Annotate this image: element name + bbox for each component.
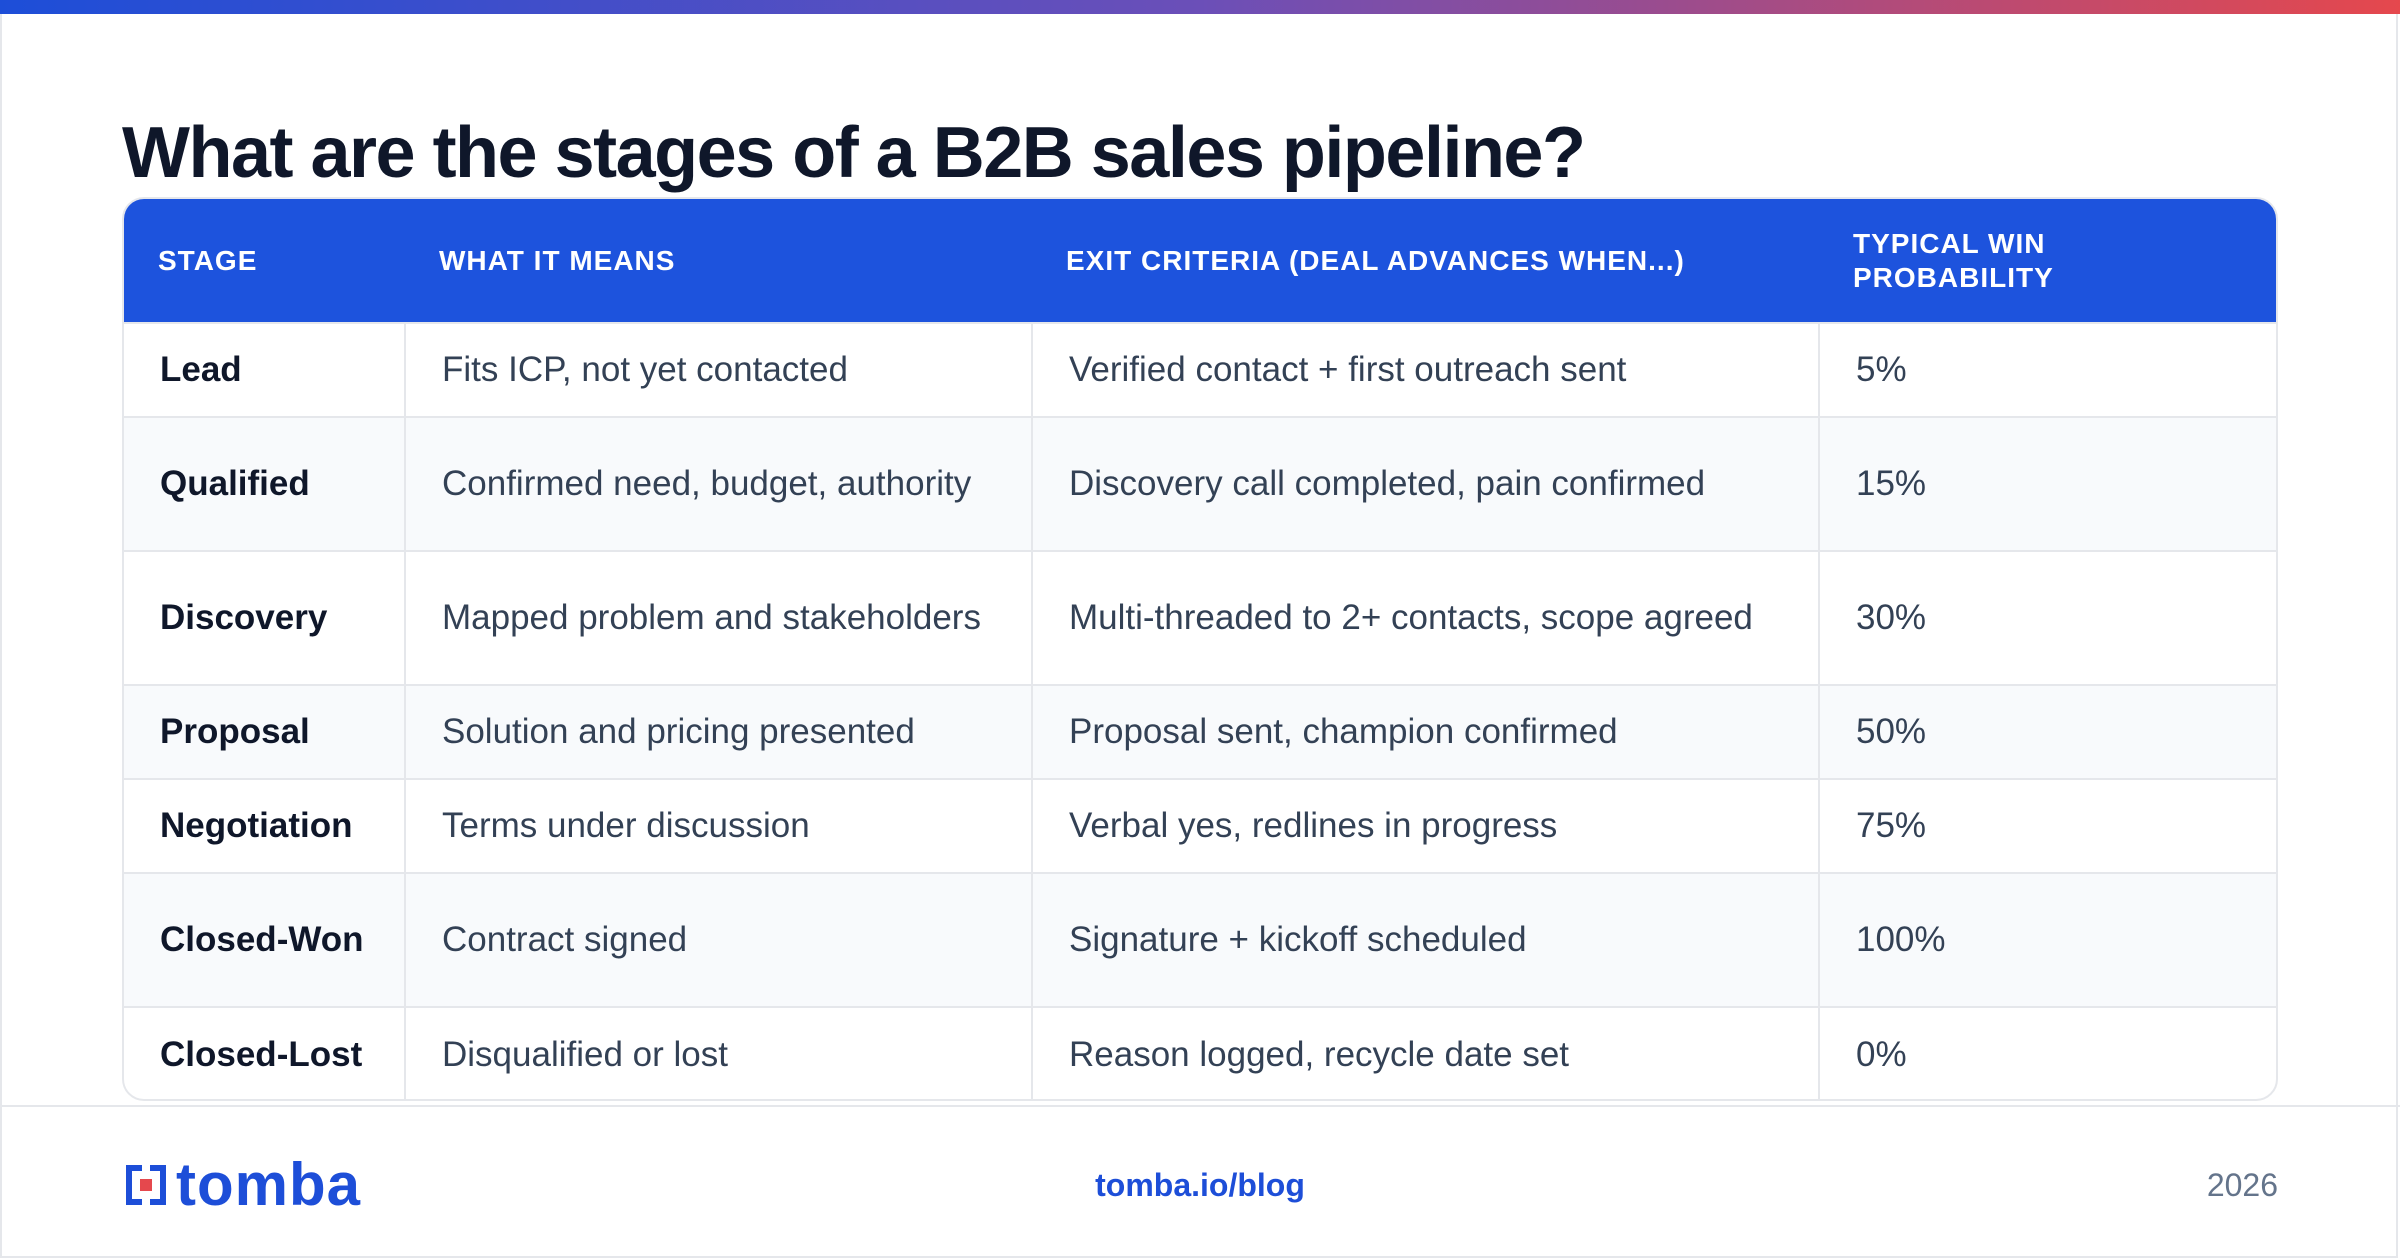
means-cell: Mapped problem and stakeholders (404, 550, 1032, 685)
top-gradient-bar (0, 0, 2400, 14)
header-stage: STAGE (158, 244, 258, 276)
stage-cell: Closed-Won (124, 872, 405, 1007)
probability-cell: 30% (1818, 550, 2276, 685)
page-frame (0, 14, 2398, 1258)
header-exit-criteria: EXIT CRITERIA (DEAL ADVANCES WHEN...) (1066, 244, 1685, 276)
probability-cell: 5% (1818, 322, 2276, 417)
stage-cell: Lead (124, 322, 405, 417)
means-cell: Confirmed need, budget, authority (404, 416, 1032, 551)
exit-cell: Discovery call completed, pain confirmed (1031, 416, 1819, 551)
means-cell: Fits ICP, not yet contacted (404, 322, 1032, 417)
header-what-it-means: WHAT IT MEANS (439, 244, 676, 276)
stage-cell: Closed-Lost (124, 1006, 405, 1099)
means-cell: Disqualified or lost (404, 1006, 1032, 1099)
exit-cell: Verbal yes, redlines in progress (1031, 778, 1819, 873)
exit-cell: Proposal sent, champion confirmed (1031, 684, 1819, 779)
table-row: Proposal Solution and pricing presented … (124, 684, 2276, 779)
blog-link[interactable]: tomba.io/blog (1095, 1167, 1305, 1203)
exit-cell: Reason logged, recycle date set (1031, 1006, 1819, 1099)
probability-cell: 15% (1818, 416, 2276, 551)
logo-wordmark: tomba (176, 1151, 361, 1218)
pipeline-stages-table: STAGE WHAT IT MEANS EXIT CRITERIA (DEAL … (124, 199, 2276, 1099)
probability-cell: 0% (1818, 1006, 2276, 1099)
table-row: Closed-Won Contract signed Signature + k… (124, 872, 2276, 1007)
stage-cell: Discovery (124, 550, 405, 685)
exit-cell: Multi-threaded to 2+ contacts, scope agr… (1031, 550, 1819, 685)
table-header-row: STAGE WHAT IT MEANS EXIT CRITERIA (DEAL … (124, 199, 2276, 323)
tomba-logo[interactable]: tomba (122, 1155, 361, 1215)
probability-cell: 75% (1818, 778, 2276, 873)
table-row: Qualified Confirmed need, budget, author… (124, 416, 2276, 551)
header-win-probability: TYPICAL WIN PROBABILITY (1853, 227, 2054, 293)
page-title: What are the stages of a B2B sales pipel… (122, 113, 1586, 193)
footer-year: 2026 (2206, 1167, 2278, 1203)
stage-cell: Negotiation (124, 778, 405, 873)
means-cell: Solution and pricing presented (404, 684, 1032, 779)
table-row: Closed-Lost Disqualified or lost Reason … (124, 1006, 2276, 1099)
probability-cell: 100% (1818, 872, 2276, 1007)
probability-cell: 50% (1818, 684, 2276, 779)
means-cell: Contract signed (404, 872, 1032, 1007)
pipeline-table-card: STAGE WHAT IT MEANS EXIT CRITERIA (DEAL … (122, 197, 2278, 1101)
footer-divider (0, 1105, 2400, 1107)
exit-cell: Signature + kickoff scheduled (1031, 872, 1819, 1007)
exit-cell: Verified contact + first outreach sent (1031, 322, 1819, 417)
table-row: Discovery Mapped problem and stakeholder… (124, 550, 2276, 685)
tomba-logo-icon (126, 1165, 166, 1205)
table-row: Negotiation Terms under discussion Verba… (124, 778, 2276, 873)
table-row: Lead Fits ICP, not yet contacted Verifie… (124, 322, 2276, 417)
means-cell: Terms under discussion (404, 778, 1032, 873)
stage-cell: Proposal (124, 684, 405, 779)
stage-cell: Qualified (124, 416, 405, 551)
